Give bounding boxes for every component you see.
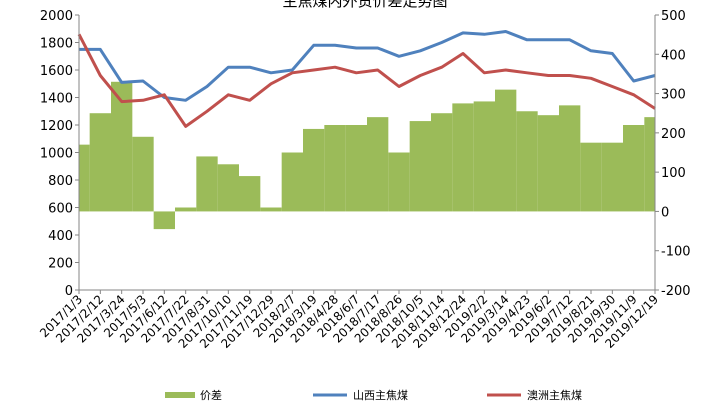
bar-diff [388,152,410,212]
bar-diff [239,176,261,212]
bar-diff [89,113,111,212]
legend-label: 澳洲主焦煤 [527,389,582,402]
y-left-tick-label: 2000 [40,9,73,24]
bar-diff [153,211,175,230]
legend-label: 山西主焦煤 [353,389,408,402]
y-left-tick-label: 1600 [40,64,73,79]
bar-diff [409,121,431,212]
chart-title: 主焦煤内外贸价差走势图 [282,0,447,10]
bar-diff [367,117,389,212]
y-left-tick-label: 1000 [40,147,73,162]
legend-swatch-diff [165,392,195,398]
legend: 价差 山西主焦煤 澳洲主焦煤 [165,388,582,402]
y-right-tick-label: 0 [661,205,669,220]
y-axis-right-ticks: -200 -100 0 100 200 300 400 500 [655,9,691,299]
bar-diff [580,142,602,212]
line-shanxi [79,30,656,102]
y-right-tick-label: 500 [661,9,686,24]
line-aus [77,33,656,128]
bar-diff [559,105,581,212]
y-left-tick-label: 1200 [40,119,73,134]
y-left-tick-label: 200 [48,257,73,272]
y-axis-left-ticks: 0 200 400 600 800 1000 1200 1400 1600 1800 2000 [40,9,79,299]
bar-diff [324,125,346,212]
bar-diff [644,117,655,212]
y-left-tick-label: 600 [48,202,73,217]
bar-diff [111,81,133,212]
y-right-tick-label: -100 [661,245,691,260]
bar-diff [79,144,90,212]
bar-diff [452,103,474,212]
y-left-tick-label: 800 [48,174,73,189]
bar-diff [537,115,559,212]
bar-diff [217,164,239,212]
y-right-tick-label: -200 [661,284,691,299]
y-left-tick-label: 1400 [40,92,73,107]
bar-diff [431,113,453,212]
bar-diff [601,142,623,212]
bar-diff [473,101,495,212]
y-right-tick-label: 100 [661,166,686,181]
y-right-tick-label: 300 [661,88,686,103]
bar-diff [623,125,645,212]
bar-diff [260,207,282,212]
y-left-tick-label: 0 [65,284,73,299]
x-axis-ticks: 2017/1/32017/2/122017/3/242017/5/32017/6… [37,290,661,351]
legend-label: 价差 [200,388,222,402]
bar-diff [281,152,303,212]
bar-diff [175,207,197,212]
price-lines [77,30,656,128]
bar-diff [303,128,325,212]
y-left-tick-label: 400 [48,229,73,244]
bar-diff [516,111,538,212]
bar-diff [132,136,154,212]
bar-diff [495,89,517,212]
diff-bars [79,81,655,230]
bar-diff [345,125,367,212]
y-right-tick-label: 400 [661,48,686,63]
y-left-tick-label: 1800 [40,37,73,52]
y-right-tick-label: 200 [661,127,686,142]
bar-diff [196,156,218,212]
